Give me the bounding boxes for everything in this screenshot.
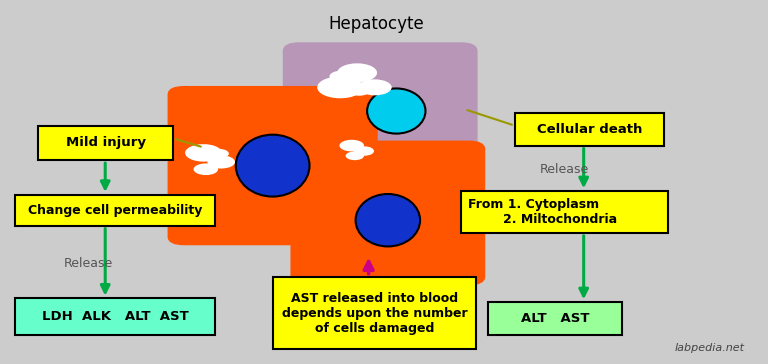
- Circle shape: [346, 151, 364, 160]
- Text: Cellular death: Cellular death: [537, 123, 642, 136]
- Circle shape: [329, 71, 354, 82]
- FancyBboxPatch shape: [38, 126, 173, 160]
- Circle shape: [349, 86, 369, 96]
- Circle shape: [339, 140, 364, 151]
- Text: Mild injury: Mild injury: [65, 136, 146, 149]
- Text: From 1. Cytoplasm
        2. Miltochondria: From 1. Cytoplasm 2. Miltochondria: [468, 198, 617, 226]
- FancyBboxPatch shape: [169, 87, 376, 244]
- FancyBboxPatch shape: [292, 142, 484, 284]
- Circle shape: [185, 144, 222, 162]
- FancyBboxPatch shape: [284, 44, 476, 186]
- Text: AST released into blood
depends upon the number
of cells damaged: AST released into blood depends upon the…: [282, 292, 467, 335]
- Text: ALT   AST: ALT AST: [521, 312, 589, 325]
- FancyBboxPatch shape: [15, 195, 215, 226]
- FancyBboxPatch shape: [273, 277, 476, 349]
- Circle shape: [194, 163, 218, 175]
- Circle shape: [358, 79, 392, 95]
- Circle shape: [209, 149, 229, 158]
- Circle shape: [317, 76, 363, 98]
- Text: labpedia.net: labpedia.net: [675, 343, 745, 353]
- Circle shape: [207, 155, 235, 169]
- Ellipse shape: [236, 135, 310, 197]
- FancyBboxPatch shape: [488, 302, 622, 335]
- Text: LDH  ALK   ALT  AST: LDH ALK ALT AST: [41, 310, 189, 323]
- FancyBboxPatch shape: [515, 113, 664, 146]
- Circle shape: [354, 146, 374, 156]
- FancyBboxPatch shape: [461, 191, 668, 233]
- FancyBboxPatch shape: [15, 298, 215, 335]
- Text: Release: Release: [64, 257, 113, 270]
- Circle shape: [337, 63, 377, 82]
- Text: Hepatocyte: Hepatocyte: [329, 15, 424, 33]
- Ellipse shape: [356, 194, 420, 246]
- Text: Change cell permeability: Change cell permeability: [28, 204, 203, 217]
- Ellipse shape: [367, 88, 425, 134]
- Text: Release: Release: [540, 163, 589, 176]
